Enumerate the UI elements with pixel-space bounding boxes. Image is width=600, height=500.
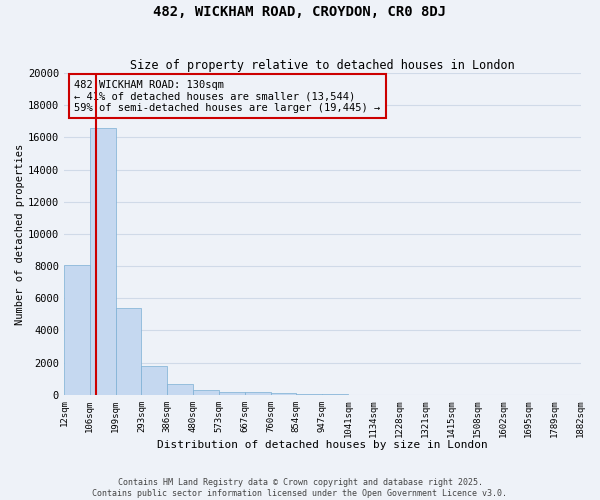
Bar	[116, 308, 142, 394]
Text: 482, WICKHAM ROAD, CROYDON, CR0 8DJ: 482, WICKHAM ROAD, CROYDON, CR0 8DJ	[154, 5, 446, 19]
Bar	[193, 390, 219, 394]
Bar	[64, 264, 90, 394]
Bar	[271, 393, 296, 394]
Title: Size of property relative to detached houses in London: Size of property relative to detached ho…	[130, 59, 515, 72]
Bar	[90, 128, 116, 394]
Y-axis label: Number of detached properties: Number of detached properties	[15, 144, 25, 324]
Bar	[142, 366, 167, 394]
Bar	[245, 392, 271, 394]
Text: 482 WICKHAM ROAD: 130sqm
← 41% of detached houses are smaller (13,544)
59% of se: 482 WICKHAM ROAD: 130sqm ← 41% of detach…	[74, 80, 380, 113]
Bar	[167, 384, 193, 394]
Bar	[219, 392, 245, 394]
X-axis label: Distribution of detached houses by size in London: Distribution of detached houses by size …	[157, 440, 488, 450]
Text: Contains HM Land Registry data © Crown copyright and database right 2025.
Contai: Contains HM Land Registry data © Crown c…	[92, 478, 508, 498]
